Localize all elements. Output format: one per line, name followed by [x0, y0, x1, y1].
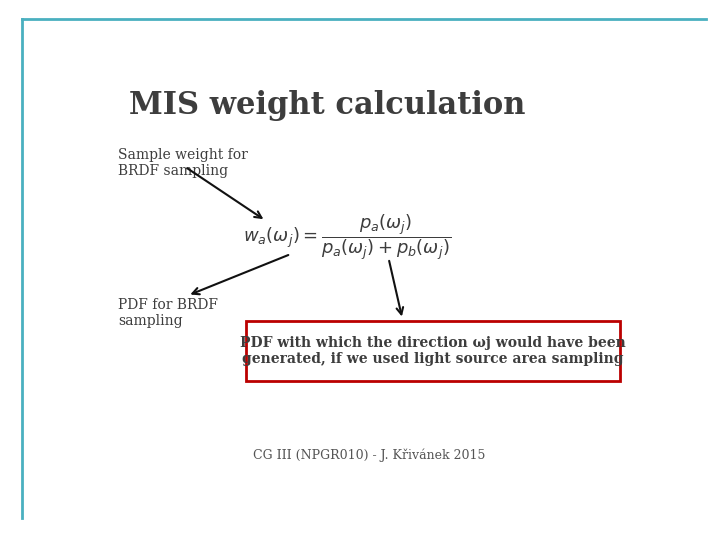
Text: MIS weight calculation: MIS weight calculation	[129, 90, 526, 121]
Text: Sample weight for
BRDF sampling: Sample weight for BRDF sampling	[118, 148, 248, 178]
Text: PDF with which the direction ωj would have been
generated, if we used light sour: PDF with which the direction ωj would ha…	[240, 335, 626, 366]
Text: $w_a(\omega_j) = \dfrac{p_a(\omega_j)}{p_a(\omega_j) + p_b(\omega_j)}$: $w_a(\omega_j) = \dfrac{p_a(\omega_j)}{p…	[243, 213, 451, 262]
Text: CG III (NPGR010) - J. Křivánek 2015: CG III (NPGR010) - J. Křivánek 2015	[253, 448, 485, 462]
Text: PDF for BRDF
sampling: PDF for BRDF sampling	[118, 298, 218, 328]
Bar	[246, 321, 620, 381]
